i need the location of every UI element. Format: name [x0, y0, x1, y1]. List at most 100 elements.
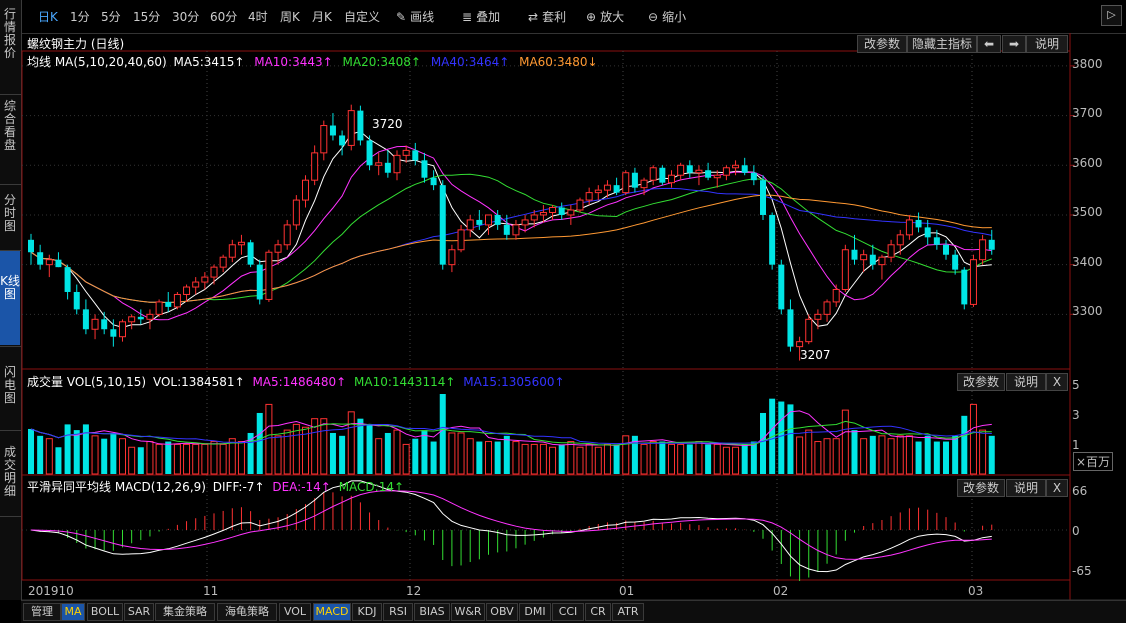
tab-timeshare[interactable]: 分时图 [3, 193, 16, 233]
indicator-tab-atr[interactable]: ATR [612, 603, 644, 621]
volume-bar-up [695, 441, 703, 475]
candle-body-down [55, 259, 62, 268]
indicator-tab-bias[interactable]: BIAS [414, 603, 450, 621]
macd-help-button[interactable]: 说明 [1006, 479, 1046, 497]
volume-bar-down [915, 441, 922, 474]
indicator-tab-boll[interactable]: BOLL [87, 603, 123, 621]
candle-body-down [421, 160, 428, 178]
volume-bar-down [55, 447, 62, 474]
vol-help-button[interactable]: 说明 [1006, 373, 1046, 391]
volume-bar-up [119, 438, 126, 475]
candle-body-up [677, 164, 685, 176]
indicator-tab-macd[interactable]: MACD [313, 603, 351, 621]
main-panel-title: 螺纹钢主力 (日线) [27, 37, 125, 51]
period-1min[interactable]: 1分 [70, 10, 90, 24]
candle-body-up [668, 174, 675, 184]
panel-border [21, 50, 1071, 370]
overlay-button[interactable]: ≣ 叠加 [462, 10, 501, 24]
candle-body-down [64, 267, 71, 292]
indicator-tab-cci[interactable]: CCI [552, 603, 584, 621]
candle-body-down [631, 172, 638, 188]
zoom-out-button[interactable]: ⊖ 缩小 [648, 10, 687, 24]
candle-body-up [713, 174, 721, 179]
main-edit-params-button[interactable]: 改参数 [857, 35, 907, 53]
date-tick: 02 [773, 584, 789, 598]
volume-bar-up [567, 441, 575, 475]
period-15min[interactable]: 15分 [133, 10, 161, 24]
candle-body-down [933, 237, 940, 245]
tab-trade-detail[interactable]: 成交明细 [3, 445, 16, 498]
volume-bar-up [347, 411, 355, 475]
candle-body-down [37, 252, 44, 265]
volume-bar-down [631, 435, 638, 474]
prev-button[interactable]: ⬅ [977, 35, 1001, 53]
volume-bar-up [969, 403, 977, 475]
expand-icon[interactable]: ▷ [1101, 5, 1122, 26]
indicator-tab-dmi[interactable]: DMI [519, 603, 551, 621]
zoom-in-button[interactable]: ⊕ 放大 [586, 10, 625, 24]
indicator-tab-cr[interactable]: CR [585, 603, 611, 621]
indicator-tab-sar[interactable]: SAR [124, 603, 154, 621]
tab-flash[interactable]: 闪电图 [3, 365, 16, 405]
vol-close-button[interactable]: X [1046, 373, 1068, 391]
date-tick: 12 [406, 584, 422, 598]
candle-body-up [402, 149, 410, 156]
volume-bar-down [750, 441, 757, 474]
period-30min[interactable]: 30分 [172, 10, 200, 24]
zoom-out-icon: ⊖ [648, 10, 659, 24]
arbitrage-button[interactable]: ⇄ 套利 [528, 10, 567, 24]
volume-bar-up [677, 443, 685, 475]
indicator-tab-jijin[interactable]: 集金策略 [155, 603, 215, 621]
draw-line-button[interactable]: ✎ 画线 [396, 10, 435, 24]
period-60min[interactable]: 60分 [210, 10, 238, 24]
volume-bar-down [851, 430, 858, 474]
tab-overview[interactable]: 综合看盘 [3, 99, 16, 152]
volume-bar-up [530, 443, 538, 475]
indicator-tab-ma[interactable]: MA [61, 603, 85, 621]
volume-bar-up [823, 438, 831, 475]
candle-body-up [128, 316, 136, 323]
next-button[interactable]: ➡ [1002, 35, 1026, 53]
macd-close-button[interactable]: X [1046, 479, 1068, 497]
macd-histogram [22, 480, 1070, 581]
tab-kline[interactable]: K线图 [0, 251, 20, 345]
macd-edit-params-button[interactable]: 改参数 [957, 479, 1005, 497]
candle-body-down [741, 165, 748, 173]
period-4hour[interactable]: 4时 [248, 10, 268, 24]
period-monthly[interactable]: 月K [312, 10, 332, 24]
candle-body-down [686, 165, 693, 173]
indicator-tab-kdj[interactable]: KDJ [352, 603, 382, 621]
indicator-tab-wr[interactable]: W&R [451, 603, 485, 621]
date-tick: 201910 [28, 584, 74, 598]
indicator-tab-rsi[interactable]: RSI [383, 603, 413, 621]
volume-bar-up [219, 443, 227, 475]
volume-bar-up [45, 438, 53, 475]
hide-main-indicator-button[interactable]: 隐藏主指标 [907, 35, 977, 53]
candle-body-up [530, 214, 538, 221]
price-tick: 3800 [1072, 57, 1103, 71]
volume-bar-down [82, 424, 89, 474]
candle-body-up [485, 214, 492, 226]
volume-bar-up [905, 435, 913, 475]
volume-bar-up [832, 438, 840, 475]
period-weekly[interactable]: 周K [280, 10, 300, 24]
volume-bar-up [265, 403, 273, 475]
candle-body-down [988, 239, 995, 250]
indicator-tab-vol[interactable]: VOL [279, 603, 311, 621]
volume-bar-up [668, 443, 675, 475]
indicator-tab-turtle[interactable]: 海龟策略 [217, 603, 277, 621]
candle-body-down [256, 264, 263, 300]
candle-body-down [915, 219, 922, 228]
vol-edit-params-button[interactable]: 改参数 [957, 373, 1005, 391]
main-help-button[interactable]: 说明 [1026, 35, 1068, 53]
period-custom[interactable]: 自定义 [344, 10, 381, 24]
indicator-tab-obv[interactable]: OBV [486, 603, 518, 621]
candle-body-up [320, 125, 328, 154]
period-daily[interactable]: 日K [38, 10, 58, 24]
period-5min[interactable]: 5分 [101, 10, 121, 24]
candle-body-up [823, 301, 831, 315]
macd-tick: 0 [1072, 524, 1080, 538]
volume-bar-up [393, 429, 401, 475]
manage-button[interactable]: 管理 [23, 603, 61, 621]
tab-quotes[interactable]: 行情报价 [3, 7, 16, 60]
